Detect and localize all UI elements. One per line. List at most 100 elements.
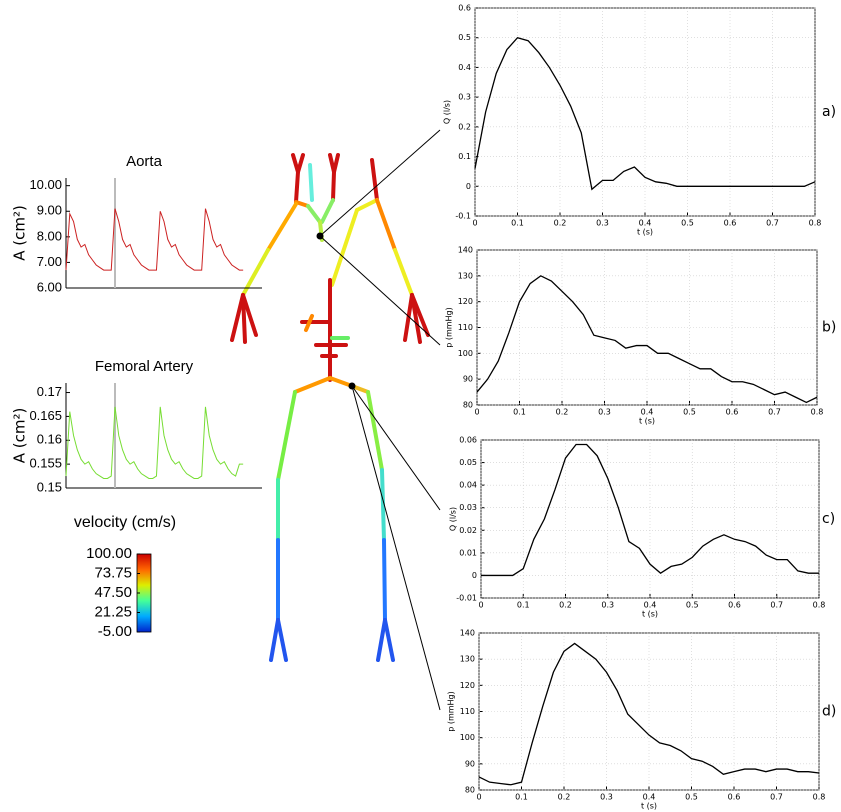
y-tick-label: -0.1 [455, 212, 471, 221]
data-line [481, 443, 819, 577]
x-tick-label: 0.6 [728, 601, 741, 610]
colorbar-tick-label: 73.75 [94, 564, 132, 581]
x-tick-label: 0.2 [558, 793, 571, 802]
y-tick-label: 90 [463, 375, 473, 384]
y-tick-label: 130 [458, 271, 473, 280]
y-tick-label: 0.02 [459, 526, 477, 535]
y-tick-label: 110 [458, 323, 473, 332]
colorbar-tick-label: 100.00 [86, 545, 132, 562]
y-tick-label: 0.155 [29, 456, 62, 471]
chart-title: Aorta [126, 153, 163, 170]
y-tick-label: 120 [458, 297, 473, 306]
x-tick-label: 0.8 [811, 408, 824, 417]
y-tick-label: 0.01 [459, 548, 477, 557]
x-tick-label: 0.4 [643, 793, 656, 802]
x-axis-label: t (s) [637, 228, 653, 237]
chart-title: Femoral Artery [95, 358, 194, 375]
x-tick-label: 0.6 [724, 219, 737, 228]
x-axis-label: t (s) [642, 610, 658, 619]
colorbar-tick-label: -5.00 [98, 623, 132, 640]
y-tick-label: 7.00 [37, 254, 62, 269]
y-tick-label: 0.4 [458, 63, 471, 72]
y-tick-label: 0.04 [459, 481, 477, 490]
y-tick-label: 0.06 [459, 436, 477, 445]
artery-tree [230, 153, 430, 662]
panel-label: a) [822, 104, 836, 120]
x-tick-label: 0.3 [598, 408, 611, 417]
x-tick-label: 0.7 [770, 793, 783, 802]
y-tick-label: 0.6 [458, 4, 471, 13]
panel-label: d) [822, 704, 836, 720]
x-tick-label: 0.8 [809, 219, 822, 228]
data-line [476, 275, 818, 404]
y-tick-label: 0 [472, 571, 477, 580]
x-tick-label: 0.2 [559, 601, 572, 610]
x-tick-label: 0.5 [683, 408, 696, 417]
y-axis-label: p (mmHg) [445, 307, 454, 348]
data-line [65, 406, 244, 479]
x-tick-label: 0.7 [768, 408, 781, 417]
x-tick-label: 0.4 [639, 219, 652, 228]
y-tick-label: 110 [460, 707, 475, 716]
x-tick-label: 0 [472, 219, 477, 228]
y-tick-label: 0.15 [37, 479, 62, 494]
y-tick-label: 80 [465, 786, 475, 795]
x-tick-label: 0.3 [596, 219, 609, 228]
y-tick-label: 6.00 [37, 279, 62, 294]
y-tick-label: 0.165 [29, 408, 62, 423]
y-tick-label: 0.2 [458, 122, 471, 131]
data-line [65, 208, 244, 271]
y-tick-label: 10.00 [29, 177, 62, 192]
y-tick-label: 100 [460, 733, 475, 742]
colorbar-tick-label: 21.25 [94, 603, 132, 620]
connectors [316, 129, 441, 711]
x-tick-label: 0.1 [515, 793, 528, 802]
y-tick-label: -0.01 [456, 594, 477, 603]
y-tick-label: 0 [466, 182, 471, 191]
x-tick-label: 0.3 [601, 601, 614, 610]
x-tick-label: 0.6 [726, 408, 739, 417]
y-tick-label: 0.17 [37, 384, 62, 399]
x-tick-label: 0 [474, 408, 479, 417]
x-tick-label: 0.6 [728, 793, 741, 802]
y-tick-label: 0.5 [458, 33, 471, 42]
y-tick-label: 100 [458, 349, 473, 358]
y-tick-label: 120 [460, 681, 475, 690]
panel-label: c) [822, 511, 835, 527]
x-tick-label: 0.4 [641, 408, 654, 417]
colorbar-title: velocity (cm/s) [74, 514, 176, 531]
x-axis-label: t (s) [641, 802, 657, 811]
y-tick-label: 9.00 [37, 203, 62, 218]
y-tick-label: 0.1 [458, 152, 471, 161]
y-tick-label: 140 [460, 629, 475, 638]
y-tick-label: 80 [463, 401, 473, 410]
y-tick-label: 0.03 [459, 503, 477, 512]
x-tick-label: 0.7 [766, 219, 779, 228]
y-tick-label: 0.3 [458, 93, 471, 102]
y-axis-label: Q (l/s) [443, 100, 452, 124]
x-tick-label: 0.1 [513, 408, 526, 417]
plot-area [474, 7, 816, 217]
colorbar-tick-label: 47.50 [94, 584, 132, 601]
x-tick-label: 0.8 [813, 601, 826, 610]
x-tick-label: 0.5 [685, 793, 698, 802]
y-axis-label: Q (l/s) [449, 507, 458, 531]
y-axis-label: A (cm²) [11, 205, 29, 261]
y-tick-label: 140 [458, 246, 473, 255]
x-tick-label: 0.5 [686, 601, 699, 610]
x-tick-label: 0.8 [813, 793, 826, 802]
y-tick-label: 130 [460, 655, 475, 664]
y-tick-label: 90 [465, 759, 475, 768]
x-tick-label: 0.5 [681, 219, 694, 228]
x-tick-label: 0 [478, 601, 483, 610]
y-tick-label: 0.16 [37, 432, 62, 447]
panel-label: b) [822, 320, 836, 336]
x-tick-label: 0.1 [517, 601, 530, 610]
x-tick-label: 0 [476, 793, 481, 802]
x-tick-label: 0.4 [644, 601, 657, 610]
x-tick-label: 0.1 [511, 219, 524, 228]
x-tick-label: 0.2 [554, 219, 567, 228]
x-tick-label: 0.7 [770, 601, 783, 610]
y-axis-label: p (mmHg) [447, 691, 456, 732]
